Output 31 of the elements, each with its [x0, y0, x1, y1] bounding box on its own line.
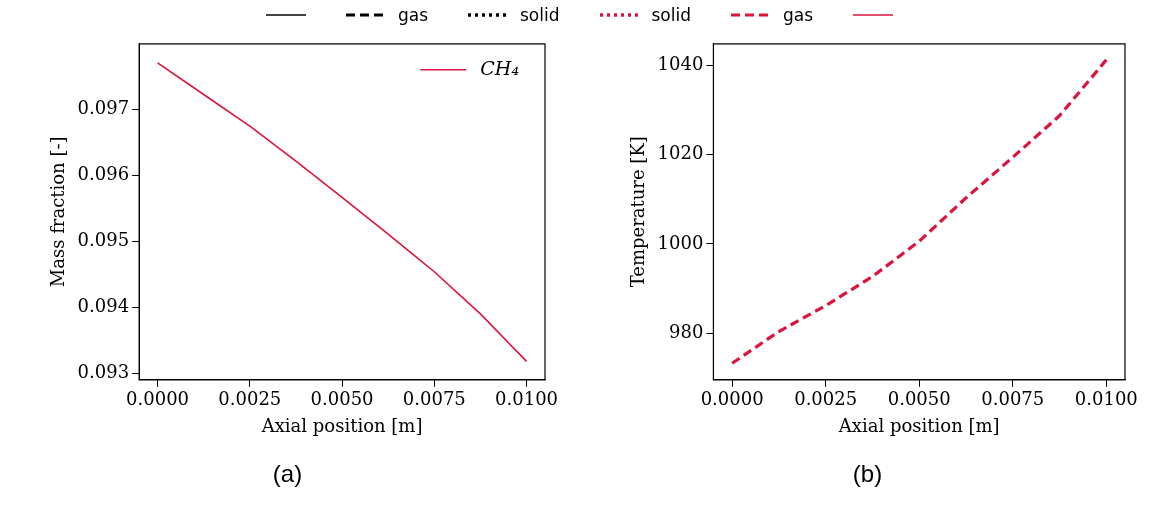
legend-label: gas	[783, 5, 814, 25]
y-tick-label: 0.093	[77, 360, 130, 382]
legend-label: solid	[520, 5, 560, 25]
legend-label: CH₄	[480, 56, 520, 79]
legend-label: solid	[651, 5, 691, 25]
legend-label: gas	[397, 5, 428, 25]
x-tick-label: 0.0000	[700, 388, 764, 410]
x-axis-title: Axial position [m]	[837, 414, 1000, 436]
x-tick-label: 0.0050	[887, 388, 951, 410]
x-axis-title: Axial position [m]	[260, 414, 423, 436]
line-series	[730, 58, 1108, 365]
y-tick-label: 0.096	[77, 163, 130, 185]
x-tick-label: 0.0050	[310, 388, 374, 410]
x-tick-label: 0.0100	[1074, 388, 1138, 410]
x-tick-label: 0.0075	[981, 388, 1045, 410]
x-tick-label: 0.0100	[495, 388, 559, 410]
y-tick-label: 0.094	[77, 295, 130, 316]
y-tick-label: 0.097	[77, 97, 130, 119]
y-tick-label: 1040	[657, 52, 704, 74]
y-tick-label: 1020	[657, 142, 704, 164]
x-tick-label: 0.0025	[794, 388, 858, 410]
y-axis-title: Mass fraction [-]	[47, 136, 69, 288]
text: (b)	[851, 460, 884, 488]
y-tick-label: 0.095	[77, 229, 130, 251]
x-tick-label: 0.0025	[218, 388, 282, 410]
y-tick-label: 980	[669, 321, 704, 342]
y-axis-title: Temperature [K]	[627, 136, 649, 288]
x-tick-label: 0.0000	[126, 388, 190, 410]
x-tick-label: 0.0075	[402, 388, 466, 410]
text: (a)	[271, 460, 304, 488]
y-tick-label: 1000	[657, 231, 704, 253]
